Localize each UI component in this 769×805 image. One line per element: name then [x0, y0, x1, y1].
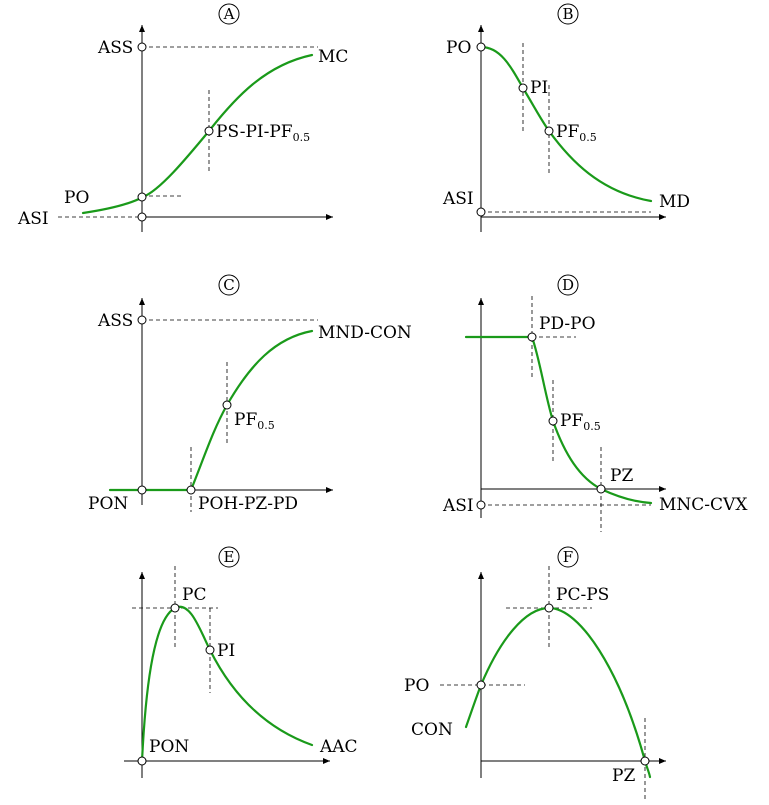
- panel-d-pd-po-label: PD-PO: [539, 314, 596, 334]
- panel-c-mnd-con-label: MND-CON: [318, 323, 412, 343]
- panel-d: D PD-PO PF0.5 PZ ASI MNC-CVX: [442, 274, 748, 532]
- panel-c-pon-label: PON: [88, 494, 128, 514]
- panel-b-asi-label: ASI: [442, 189, 474, 209]
- panel-a-curve: [81, 53, 314, 215]
- panel-c-letter: C: [223, 276, 234, 294]
- panel-b: B PO PI PF0.5 ASI MD: [442, 3, 690, 232]
- panel-e-badge: [218, 546, 240, 568]
- panel-e-pi-label: PI: [217, 641, 235, 661]
- panel-d-asi-label: ASI: [442, 496, 474, 516]
- panel-c-poh-point: [186, 485, 196, 495]
- panel-f-pc-point: [544, 603, 554, 613]
- panel-a-ps-pi-pf-label: PS-PI-PF0.5: [216, 122, 310, 144]
- panel-b-pf-point: [544, 126, 554, 136]
- panel-f-badge: [557, 546, 579, 568]
- panel-d-pd-point: [527, 332, 537, 342]
- panel-d-pz-label: PZ: [610, 466, 633, 486]
- panel-b-pi-label: PI: [530, 78, 548, 98]
- panel-f-curve: [464, 606, 652, 779]
- panel-e-pon-label: PON: [149, 737, 189, 757]
- panel-c-pon-point: [137, 485, 147, 495]
- panel-f-pz-point: [640, 756, 650, 766]
- panel-d-curve: [464, 335, 653, 505]
- panel-b-pi-point: [518, 83, 528, 93]
- panel-c: C ASS MND-CON PF0.5 PON POH-PZ-PD: [88, 274, 412, 514]
- panel-f-po-point: [476, 680, 486, 690]
- panel-e-pon-point: [137, 756, 147, 766]
- panel-a-inflection-point: [204, 126, 214, 136]
- panel-a-badge: [218, 3, 240, 25]
- panel-a-mc-label: MC: [318, 47, 348, 67]
- panel-b-pf-label: PF0.5: [556, 122, 597, 144]
- panel-b-po-label: PO: [446, 38, 471, 58]
- panel-b-asi-point: [476, 207, 486, 217]
- panel-f: F PC-PS PO CON PZ: [404, 546, 666, 802]
- panel-c-ass-point: [137, 315, 147, 325]
- panel-e-curve: [140, 605, 314, 763]
- panel-e-pc-label: PC: [182, 585, 206, 605]
- panel-f-po-label: PO: [404, 676, 429, 696]
- panel-e-pc-point: [170, 603, 180, 613]
- panel-c-ass-label: ASS: [97, 311, 133, 331]
- panel-b-badge: [557, 3, 579, 25]
- panel-e-aac-label: AAC: [319, 737, 358, 757]
- panel-a-asi-label: ASI: [17, 209, 49, 229]
- panel-c-badge: [218, 274, 240, 296]
- panel-a: A ASS MC PS-PI-PF0.5 PO ASI: [17, 3, 348, 232]
- panel-e: E PC PI PON AAC: [124, 546, 358, 778]
- panel-d-pf-point: [548, 416, 558, 426]
- panel-b-curve: [479, 45, 653, 203]
- panel-a-letter: A: [223, 5, 235, 23]
- panel-f-pc-ps-label: PC-PS: [556, 585, 609, 605]
- panel-e-pi-point: [205, 645, 215, 655]
- panel-c-curve: [108, 329, 314, 492]
- panel-d-pf-label: PF0.5: [560, 411, 601, 433]
- panel-b-letter: B: [562, 5, 573, 23]
- panel-c-pf-label: PF0.5: [234, 410, 275, 432]
- panel-d-asi-point: [476, 500, 486, 510]
- panel-d-badge: [557, 274, 579, 296]
- panel-f-con-label: CON: [411, 720, 453, 740]
- panel-b-po-point: [476, 42, 486, 52]
- panel-f-letter: F: [563, 548, 573, 566]
- panel-a-po-point: [137, 192, 147, 202]
- panel-a-ass-label: ASS: [97, 38, 133, 58]
- panel-f-pz-label: PZ: [612, 766, 635, 786]
- panel-a-po-label: PO: [64, 188, 89, 208]
- panel-a-ass-point: [137, 42, 147, 52]
- panel-d-pz-point: [596, 484, 606, 494]
- panel-d-letter: D: [562, 276, 574, 294]
- panel-c-pf-point: [222, 400, 232, 410]
- panel-b-md-label: MD: [659, 192, 690, 212]
- panel-c-poh-pz-pd-label: POH-PZ-PD: [198, 494, 298, 514]
- panel-d-mnc-cvx-label: MNC-CVX: [659, 495, 748, 515]
- panel-a-asi-point: [137, 212, 147, 222]
- panel-e-letter: E: [224, 548, 235, 566]
